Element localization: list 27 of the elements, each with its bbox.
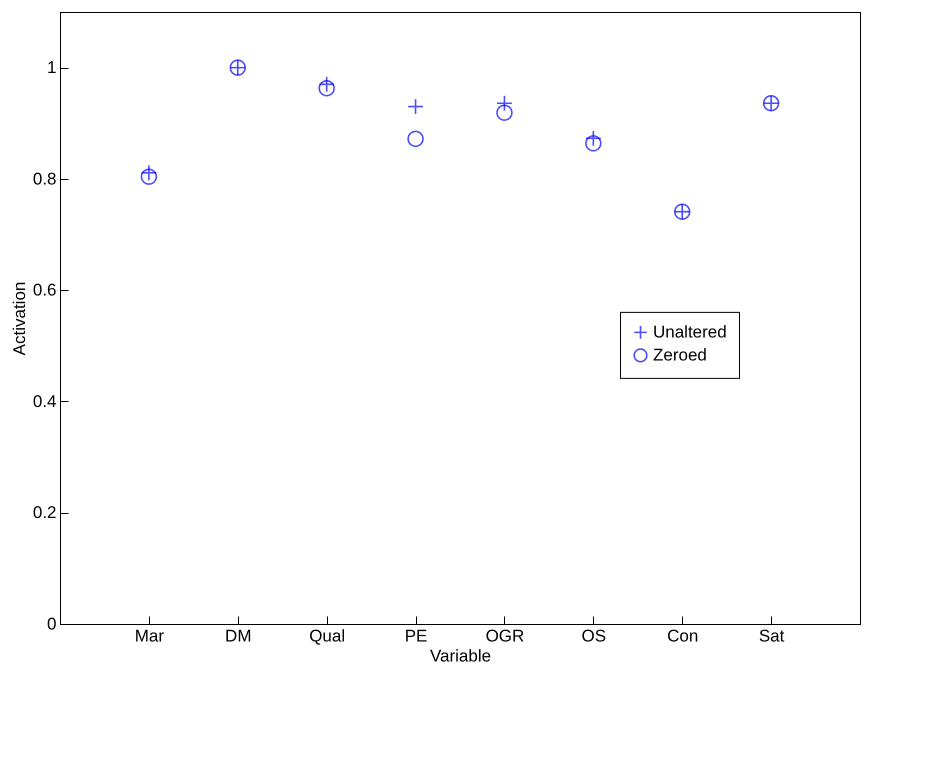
x-tick-label: Mar <box>134 626 164 646</box>
point <box>407 98 424 115</box>
point <box>585 135 602 152</box>
x-tick-label: Qual <box>309 626 346 646</box>
y-tick-label: 0.8 <box>32 169 56 188</box>
y-tick-label: 0.4 <box>32 392 56 411</box>
legend-label: Unaltered <box>653 322 727 342</box>
point <box>496 104 513 121</box>
y-tick-label: 0 <box>47 614 56 634</box>
point <box>140 168 158 185</box>
y-axis-title: Activation <box>10 282 29 356</box>
point <box>318 80 335 96</box>
point <box>407 130 424 148</box>
y-tick-label: 0.2 <box>32 503 56 522</box>
legend-label: Zeroed <box>653 345 707 364</box>
x-tick-label: DM <box>225 626 252 646</box>
y-tick-label: 1 <box>47 58 56 78</box>
x-tick-label: Con <box>667 626 698 646</box>
point <box>140 164 158 182</box>
x-axis-title: Variable <box>430 646 492 666</box>
point <box>585 130 602 147</box>
point <box>318 76 335 93</box>
y-tick-label: 0.6 <box>32 280 56 300</box>
x-tick-label: PE <box>404 626 428 646</box>
x-tick-label: OS <box>582 626 606 646</box>
x-tick-label: OGR <box>486 626 524 646</box>
x-tick-label: Sat <box>758 626 785 646</box>
